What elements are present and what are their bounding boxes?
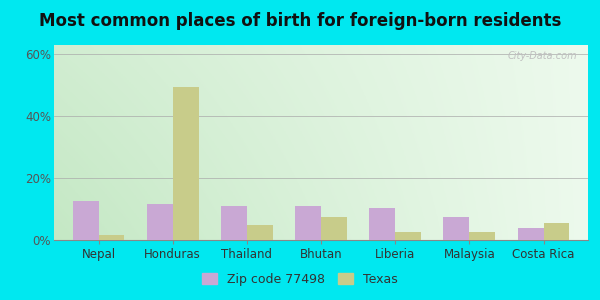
Bar: [518, 228, 544, 240]
Bar: [147, 204, 173, 240]
Bar: [173, 87, 199, 240]
Bar: [321, 217, 347, 240]
Bar: [247, 224, 273, 240]
Legend: Zip code 77498, Texas: Zip code 77498, Texas: [197, 268, 403, 291]
Bar: [395, 232, 421, 240]
Bar: [369, 208, 395, 240]
Bar: [73, 201, 98, 240]
Bar: [544, 223, 569, 240]
Text: City-Data.com: City-Data.com: [508, 51, 577, 61]
Bar: [443, 217, 469, 240]
Text: Most common places of birth for foreign-born residents: Most common places of birth for foreign-…: [39, 12, 561, 30]
Bar: [295, 206, 321, 240]
Bar: [469, 232, 495, 240]
Bar: [221, 206, 247, 240]
Bar: [98, 236, 124, 240]
